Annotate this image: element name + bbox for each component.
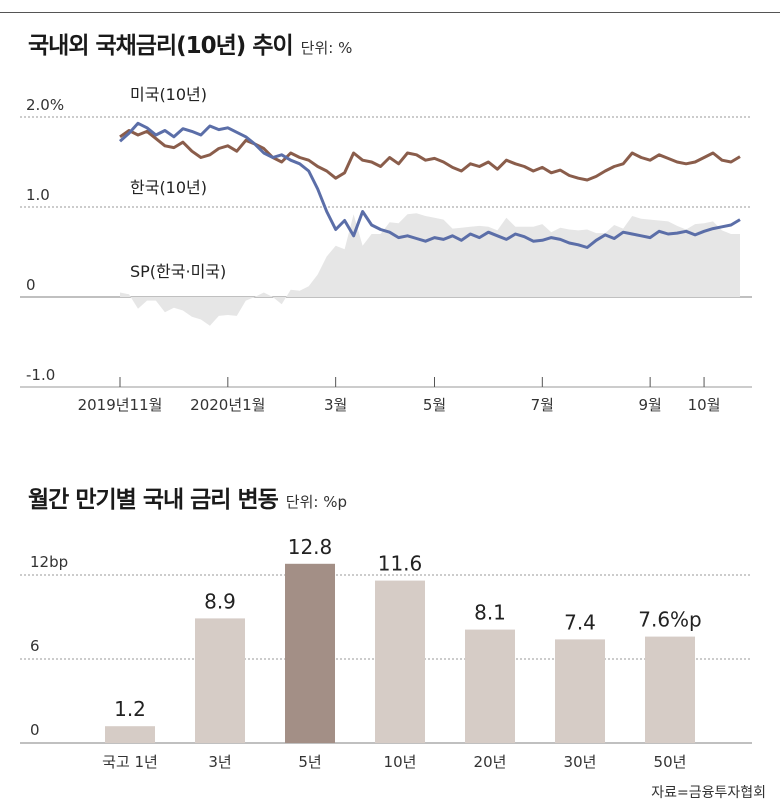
sp-area [120,213,740,326]
line-chart: 2.0% 1.0 0 -1.0 2019년11월 2020년1월 3월 5월 7월 9월 10월 미국… [20,85,752,414]
series-label-kr: 한국(10년) [130,178,207,197]
y-tick-label-1: 1.0 [26,186,50,204]
bar-5 [555,639,605,743]
bar-y-tick-label-1: 6 [30,637,40,655]
bar-chart-unit: 단위: %p [285,493,347,511]
bar-category-label-2: 5년 [298,753,321,771]
x-tick-label-0: 2019년11월 [78,396,163,414]
y-tick-label-2: 0 [26,276,36,294]
line-chart-title: 국내외 국채금리(10년) 추이 단위: % [28,26,352,60]
bar-category-label-0: 국고 1년 [102,753,158,771]
bar-6 [645,636,695,743]
y-tick-label-3: -1.0 [26,366,55,384]
bar-y-tick-label-0: 12bp [30,553,68,571]
bar-0 [105,726,155,743]
y-tick-label-0: 2.0% [26,96,64,114]
bar-category-label-4: 20년 [474,753,507,771]
line-chart-title-text: 국내외 국채금리(10년) 추이 [28,33,294,59]
series-label-sp: SP(한국·미국) [130,262,226,281]
x-tick-label-1: 2020년1월 [190,396,265,414]
bar-value-label-6: 7.6%p [638,608,702,632]
bar-chart: 12bp 6 0 1.2 국고 1년 8.9 3년 12.8 5년 11.6 10년 8.1 20년 7.… [20,535,752,771]
series-line-us [118,121,741,249]
bar-chart-title: 월간 만기별 국내 금리 변동 단위: %p [28,480,347,514]
series-line-kr [119,129,741,182]
series-label-us: 미국(10년) [130,85,207,104]
bar-1 [195,618,245,743]
bar-value-label-0: 1.2 [114,697,146,721]
bar-category-label-5: 30년 [564,753,597,771]
x-tick-label-4: 7월 [531,396,554,414]
bar-y-tick-label-2: 0 [30,721,40,739]
x-tick-label-3: 5월 [423,396,446,414]
line-chart-unit: 단위: % [300,39,353,57]
bar-3 [375,580,425,743]
bar-value-label-1: 8.9 [204,589,236,613]
bar-chart-title-text: 월간 만기별 국내 금리 변동 [28,487,279,513]
bar-2 [285,563,335,743]
bar-value-label-2: 12.8 [288,535,333,559]
bar-category-label-1: 3년 [208,753,231,771]
top-rule [0,12,780,13]
bar-4 [465,629,515,743]
bar-value-label-3: 11.6 [378,552,423,576]
bar-category-label-3: 10년 [384,753,417,771]
bar-category-label-6: 50년 [654,753,687,771]
x-tick-label-5: 9월 [638,396,661,414]
x-tick-label-6: 10월 [688,396,721,414]
source-note: 자료=금융투자협회 [651,785,766,801]
bar-value-label-5: 7.4 [564,610,596,634]
bar-value-label-4: 8.1 [474,601,506,625]
x-tick-label-2: 3월 [324,396,347,414]
